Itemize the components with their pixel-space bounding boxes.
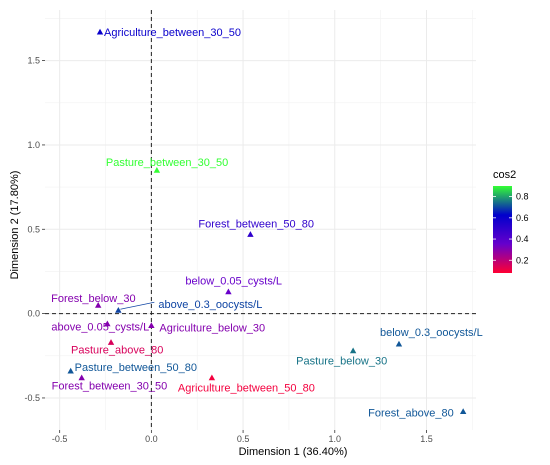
point-label: below_0.3_oocysts/L [380, 327, 483, 339]
point-marker [153, 167, 161, 173]
y-tick-label: -0.5 [24, 393, 40, 403]
point-marker [96, 28, 104, 35]
reference-lines [45, 10, 476, 430]
y-tick-label: 0.0 [27, 309, 40, 319]
x-tick-label: 1.5 [420, 434, 433, 444]
legend-title: cos2 [493, 169, 516, 181]
point-marker [225, 288, 232, 295]
point-label: Pasture_above_80 [71, 344, 163, 356]
x-tick-label: 0.5 [237, 434, 250, 444]
x-tick-label: 0.0 [145, 434, 158, 444]
point-marker [78, 374, 85, 381]
y-axis-title: Dimension 2 (17.80%) [9, 171, 21, 280]
point-marker [395, 340, 403, 347]
point-label: Agriculture_between_50_80 [178, 383, 315, 395]
point-label: Forest_below_30 [51, 293, 135, 305]
point-label: Pasture_between_30_50 [106, 157, 228, 169]
point-marker [208, 374, 216, 381]
data-points [67, 28, 467, 415]
point-marker [94, 301, 102, 308]
point-label: Pasture_below_30 [296, 356, 387, 368]
label-leader-lines [120, 301, 155, 310]
point-marker [104, 320, 111, 327]
legend-tick-label: 0.4 [516, 234, 529, 244]
point-labels: Agriculture_between_30_50 Pasture_between… [51, 27, 483, 420]
point-label: below_0.05_cysts/L [185, 276, 282, 288]
point-marker [349, 347, 357, 354]
point-label: above_0.05_cysts/L [51, 322, 149, 334]
point-label: above_0.3_oocysts/L [158, 299, 262, 311]
legend-colorbar [493, 186, 512, 273]
point-marker [115, 307, 122, 313]
x-axis-ticks: -0.5 0.0 0.5 1.0 1.5 [52, 430, 433, 444]
point-marker [148, 322, 155, 328]
point-marker [247, 231, 254, 237]
label-leader-line [120, 301, 155, 310]
x-tick-label: -0.5 [52, 434, 68, 444]
y-tick-label: 0.5 [27, 224, 40, 234]
legend: cos2 0.2 0.4 0.6 0.8 [493, 169, 529, 273]
x-tick-label: 1.0 [329, 434, 342, 444]
point-marker [67, 367, 74, 374]
point-marker [107, 339, 115, 345]
point-label: Agriculture_below_30 [159, 322, 265, 334]
point-label: Forest_between_50_80 [198, 218, 314, 230]
legend-ticks: 0.2 0.4 0.6 0.8 [493, 192, 529, 265]
y-tick-label: 1.0 [27, 140, 40, 150]
point-label: Pasture_between_50_80 [75, 362, 197, 374]
legend-tick-label: 0.8 [516, 192, 529, 202]
point-label: Forest_between_30_50 [52, 381, 168, 393]
y-axis-ticks: -0.5 0.0 0.5 1.0 1.5 [24, 56, 45, 403]
x-axis-title: Dimension 1 (36.40%) [239, 446, 348, 458]
legend-tick-label: 0.6 [516, 213, 529, 223]
point-label: Agriculture_between_30_50 [104, 27, 241, 39]
legend-tick-label: 0.2 [516, 255, 529, 265]
point-label: Forest_above_80 [368, 407, 454, 419]
point-marker [459, 408, 467, 415]
y-tick-label: 1.5 [27, 56, 40, 66]
